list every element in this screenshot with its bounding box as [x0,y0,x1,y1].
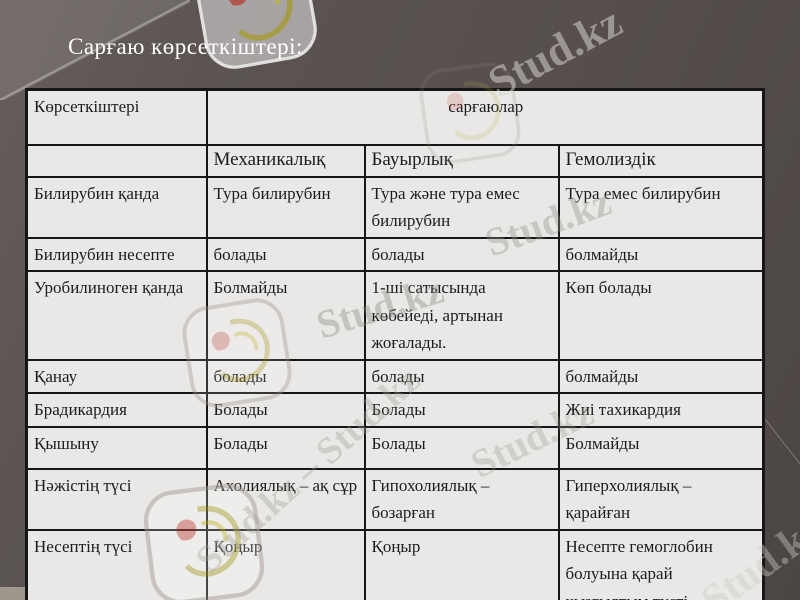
table-container: Көрсеткіштері сарғаюлар Механикалық Бауы… [25,88,766,600]
table-row: Нәжістің түсі Ахолиялық – ақ сұр Гипохол… [25,467,765,531]
table-row: Билирубин қанда Тура билирубин Тура және… [25,175,765,239]
table-cell: болады [205,358,366,395]
table-header-row-2: Механикалық Бауырлық Гемолиздік [25,143,765,178]
table-cell: Көп болады [557,270,765,361]
row-label-cell: Несептің түсі [25,528,208,600]
slide-title: Сарғаю көрсеткіштері: [68,34,303,59]
table-cell: Тура билирубин [205,175,366,239]
table-header-row-1: Көрсеткіштері сарғаюлар [25,88,765,146]
row-label-cell: Брадикардия [25,392,208,428]
table-cell: Болады [205,392,366,428]
table-cell: Гиперхолиялық – қарайған [557,467,765,531]
table-row: Несептің түсі Қоңыр Қоңыр Несепте гемогл… [25,528,765,600]
table-cell: болмайды [557,236,765,273]
span-header-cell: сарғаюлар [205,88,765,146]
table-cell: Несепте гемоглобин болуына қарай қызғылт… [557,528,765,600]
table-cell: 1-ші сатысында көбейеді, артынан жоғалад… [363,270,560,361]
jaundice-indicators-table: Көрсеткіштері сарғаюлар Механикалық Бауы… [25,88,766,600]
row-label-cell: Қанау [25,358,208,395]
row-label-cell: Билирубин қанда [25,175,208,239]
table-row: Қышыну Болады Болады Болмайды [25,425,765,470]
table-cell: Ахолиялық – ақ сұр [205,467,366,531]
table-row: Брадикардия Болады Болады Жиі тахикардия [25,392,765,428]
table-cell: Болады [363,392,560,428]
table-cell: болмайды [557,358,765,395]
table-cell: болады [205,236,366,273]
table-cell: Болмайды [557,425,765,470]
row-label-cell: Уробилиноген қанда [25,270,208,361]
table-cell: Гипохолиялық – бозарған [363,467,560,531]
table-cell: Тура емес билирубин [557,175,765,239]
corner-header-cell: Көрсеткіштері [25,88,208,146]
table-cell: болады [363,236,560,273]
table-cell: Болады [205,425,366,470]
table-cell: болады [363,358,560,395]
row-label-cell: Нәжістің түсі [25,467,208,531]
table-row: Билирубин несепте болады болады болмайды [25,236,765,273]
column-header-hemolytic: Гемолиздік [557,143,765,178]
empty-subheader-cell [25,143,208,178]
table-cell: Болады [363,425,560,470]
table-cell: Қоңыр [363,528,560,600]
table-row: Уробилиноген қанда Болмайды 1-ші сатысын… [25,270,765,361]
table-cell: Тура және тура емес билирубин [363,175,560,239]
table-row: Қанау болады болады болмайды [25,358,765,395]
row-label-cell: Билирубин несепте [25,236,208,273]
row-label-cell: Қышыну [25,425,208,470]
table-cell: Қоңыр [205,528,366,600]
table-cell: Болмайды [205,270,366,361]
column-header-mechanical: Механикалық [205,143,366,178]
table-cell: Жиі тахикардия [557,392,765,428]
column-header-hepatic: Бауырлық [363,143,560,178]
